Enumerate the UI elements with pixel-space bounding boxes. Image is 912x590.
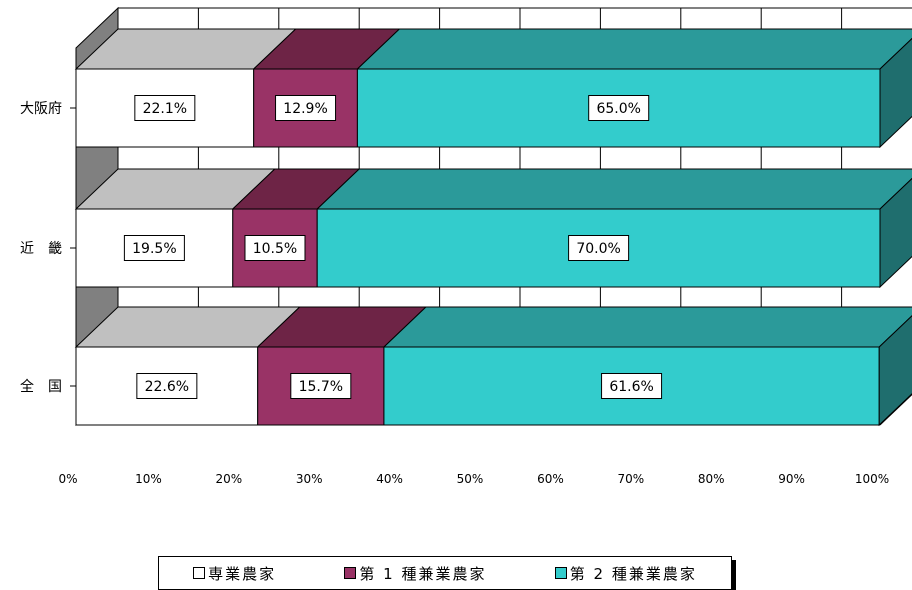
floor-gridline: [879, 393, 912, 426]
legend: 専業農家 第 1 種兼業農家 第 2 種兼業農家: [158, 556, 732, 590]
legend-item-2: 第 1 種兼業農家: [344, 563, 486, 584]
legend-swatch-1: [193, 567, 206, 579]
legend-item-1: 専業農家: [193, 563, 276, 584]
data-label: 12.9%: [283, 101, 327, 117]
data-label-box: [244, 235, 306, 261]
stacked-bar-chart: 0% 10% 20% 30% 40% 50% 60% 70% 80% 90% 100% 大阪府 22.1…: [20, 6, 912, 486]
data-label: 22.1%: [143, 101, 187, 117]
x-tick-label: 50%: [457, 472, 484, 486]
x-tick-label: 20%: [215, 472, 242, 486]
legend-item-3: 第 2 種兼業農家: [554, 563, 697, 584]
data-label: 10.5%: [253, 241, 297, 257]
x-tick-label: 0%: [58, 472, 77, 486]
data-label-box: [123, 235, 185, 261]
data-label: 61.6%: [609, 379, 653, 395]
x-tick-label: 100%: [855, 472, 889, 486]
bar-top-face: [356, 28, 912, 70]
data-label-box: [275, 95, 337, 121]
bar-side-face: [879, 177, 912, 289]
bar-side-face: [879, 37, 912, 149]
bar-top-face: [382, 306, 912, 348]
legend-label-1: 専業農家: [208, 564, 277, 583]
legend-swatch-3: [554, 567, 567, 579]
data-label-box: [588, 95, 650, 121]
category-label: 大阪府: [20, 101, 62, 117]
x-tick-label: 60%: [537, 472, 564, 486]
bar-top-face: [315, 168, 912, 210]
x-tick-label: 10%: [135, 472, 162, 486]
data-label: 22.6%: [145, 379, 189, 395]
data-label: 15.7%: [299, 379, 343, 395]
data-label: 70.0%: [576, 241, 620, 257]
data-label-box: [136, 373, 198, 399]
category-label: 全 国: [20, 378, 62, 395]
data-label-box: [568, 235, 630, 261]
x-tick-label: 90%: [778, 472, 805, 486]
data-label-box: [290, 373, 352, 399]
data-label: 65.0%: [596, 101, 640, 117]
legend-label-3: 第 2 種兼業農家: [569, 564, 697, 583]
legend-label-2: 第 1 種兼業農家: [359, 564, 487, 583]
x-tick-label: 70%: [617, 472, 644, 486]
data-label-box: [134, 95, 196, 121]
legend-swatch-2: [344, 567, 357, 579]
bar-side-face: [878, 315, 912, 427]
x-tick-label: 40%: [376, 472, 403, 486]
category-label: 近 畿: [20, 241, 62, 257]
x-tick-label: 30%: [296, 472, 323, 486]
x-tick-label: 80%: [698, 472, 725, 486]
data-label: 19.5%: [132, 241, 176, 257]
data-label-box: [601, 373, 663, 399]
